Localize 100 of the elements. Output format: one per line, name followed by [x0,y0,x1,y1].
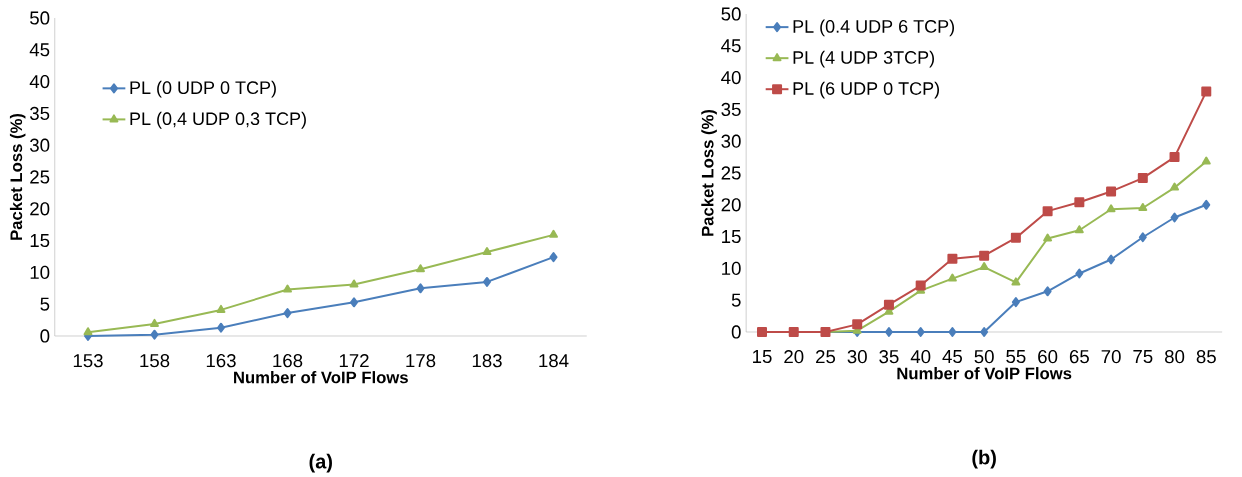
y-tick-label: 0 [731,325,741,339]
x-tick-label: 40 [910,350,931,364]
x-tick-label: 168 [273,354,303,368]
x-tick-label: 158 [140,354,170,368]
x-tick-label: 15 [753,350,772,364]
point [1010,232,1021,243]
point [916,327,925,338]
point [1107,254,1116,265]
y-tick-label: 50 [721,7,741,21]
x-tick-label: 20 [784,350,804,364]
x-axis-title: Number of VoIP Flows [897,367,1072,380]
x-tick-label: 60 [1038,350,1058,364]
x-tick-label: 183 [472,354,502,368]
point [1138,202,1148,211]
point [1106,204,1116,213]
y-tick-label: 10 [722,261,741,276]
point [915,280,926,291]
y-tick-label: 45 [721,39,741,53]
point [217,322,226,333]
point [1043,233,1053,242]
x-tick-label: 30 [847,350,867,364]
point [1137,173,1148,184]
point [350,297,359,308]
legend-label: PL (6 UDP 0 TCP) [793,81,940,99]
point [549,252,558,263]
point [1201,156,1211,165]
x-tick-label: 178 [406,354,436,368]
point [549,229,558,238]
point [1201,86,1212,97]
x-tick-label: 163 [206,354,236,368]
point [979,250,990,261]
point [416,283,425,294]
x-tick-label: 25 [816,350,836,364]
legend-label: PL (0,4 UDP 0,3 TCP) [130,111,306,129]
point [1074,225,1084,234]
point [483,276,491,287]
point [883,299,894,310]
point [1106,186,1117,197]
point [1202,199,1211,210]
point [283,308,292,319]
y-tick-label: 25 [721,166,741,180]
point [1074,197,1085,208]
y-tick-label: 10 [30,265,50,280]
x-tick-label: 70 [1101,350,1121,364]
legend-label: PL (4 UDP 3TCP) [793,50,935,68]
point [216,304,226,313]
point [1011,297,1020,308]
point [852,319,863,330]
point [150,329,159,340]
legend-label: PL (0 UDP 0 TCP) [130,80,276,98]
point [416,264,425,273]
point [150,318,159,327]
point [980,327,989,338]
y-tick-label: 35 [29,106,50,121]
x-tick-label: 65 [1069,350,1089,364]
y-tick-label: 5 [731,293,741,307]
text: (a) [309,453,332,473]
text: (b) [972,449,996,469]
point [1138,232,1147,243]
y-tick-label: 30 [721,134,741,148]
point [1169,152,1180,163]
y-tick-label: 45 [29,43,50,57]
point [1043,286,1052,297]
x-axis-title: Number of VoIP Flows [234,371,408,384]
point [1011,277,1021,286]
legend-label: PL (0.4 UDP 6 TCP) [793,19,955,37]
point [83,327,93,336]
point [979,262,989,271]
y-tick-label: 40 [29,74,50,89]
point [1042,206,1053,217]
x-tick-label: 45 [942,350,962,364]
x-tick-label: 172 [339,354,369,368]
x-tick-label: 85 [1196,350,1216,364]
y-tick-label: 30 [29,138,50,152]
point [947,273,957,282]
y-axis-title: Packet Loss (%) [701,109,717,236]
point [884,327,893,338]
y-tick-label: 15 [722,230,741,244]
x-tick-label: 153 [73,354,103,368]
y-tick-label: 25 [30,170,50,184]
x-tick-label: 75 [1133,350,1153,364]
x-tick-label: 80 [1164,350,1185,364]
y-axis-title: Packet Loss (%) [9,113,26,240]
y-tick-label: 20 [721,198,741,212]
y-tick-label: 0 [40,329,50,343]
y-tick-label: 40 [721,70,741,85]
point [1075,268,1084,279]
x-tick-label: 184 [539,354,569,368]
y-tick-label: 50 [30,11,50,25]
y-tick-label: 35 [721,102,741,117]
y-tick-label: 5 [40,297,50,311]
point [948,327,957,338]
x-tick-label: 55 [1006,350,1026,364]
point [1170,212,1179,223]
point [482,247,492,256]
point [947,253,958,264]
point [283,284,292,293]
x-tick-label: 35 [879,350,899,364]
y-tick-label: 15 [30,234,50,248]
point [1170,182,1180,191]
